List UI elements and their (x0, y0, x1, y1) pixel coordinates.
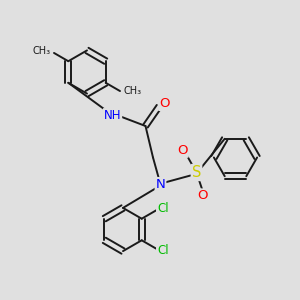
Text: Cl: Cl (157, 244, 169, 257)
Text: CH₃: CH₃ (124, 86, 142, 96)
Text: O: O (177, 144, 188, 157)
Text: CH₃: CH₃ (32, 46, 50, 56)
Text: O: O (159, 97, 170, 110)
Text: S: S (192, 165, 201, 180)
Text: NH: NH (104, 109, 121, 122)
Text: O: O (197, 189, 208, 203)
Text: N: N (156, 178, 165, 191)
Text: Cl: Cl (157, 202, 169, 215)
